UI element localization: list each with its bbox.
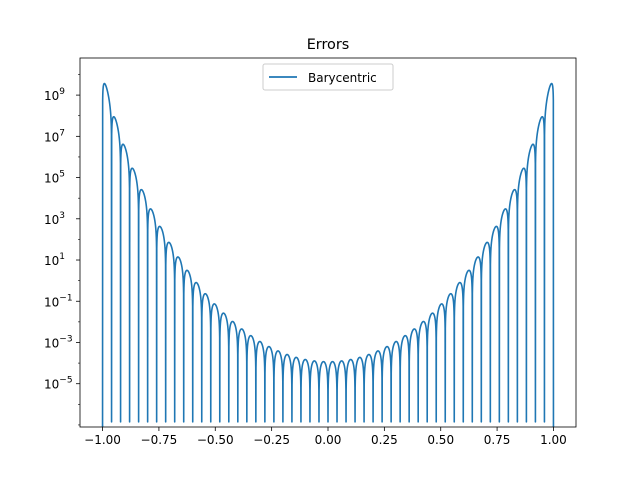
y-tick-label: 107 bbox=[44, 128, 65, 144]
x-tick-label: 1.00 bbox=[540, 433, 567, 447]
x-tick-label: −0.50 bbox=[197, 433, 234, 447]
y-tick-label: 105 bbox=[44, 170, 65, 186]
x-tick-label: −0.25 bbox=[253, 433, 290, 447]
y-tick-label: 109 bbox=[44, 87, 65, 103]
y-axis: 10−5 10−3 10−1 101 103 105 107 109 bbox=[44, 74, 80, 426]
legend-label-barycentric: Barycentric bbox=[308, 71, 377, 85]
x-tick-label: 0.00 bbox=[315, 433, 342, 447]
y-tick-label: 10−5 bbox=[44, 376, 73, 392]
x-tick-label: 0.25 bbox=[371, 433, 398, 447]
y-tick-label: 10−3 bbox=[44, 334, 73, 350]
legend-box bbox=[262, 63, 394, 91]
y-tick-label: 101 bbox=[44, 252, 65, 268]
plot-frame bbox=[79, 57, 577, 428]
series-line-barycentric bbox=[101, 82, 555, 428]
x-axis: −1.00 −0.75 −0.50 −0.25 0.00 0.25 0.50 0.75 1.00 bbox=[84, 427, 567, 447]
x-tick-label: −0.75 bbox=[141, 433, 178, 447]
y-tick-label: 103 bbox=[44, 211, 65, 227]
x-tick-label: −1.00 bbox=[84, 433, 121, 447]
x-tick-label: 0.75 bbox=[484, 433, 511, 447]
chart-title: Errors bbox=[307, 37, 350, 53]
legend: Barycentric bbox=[262, 63, 394, 91]
plot-area bbox=[79, 57, 577, 428]
y-tick-label: 10−1 bbox=[44, 293, 73, 309]
x-tick-label: 0.50 bbox=[427, 433, 454, 447]
